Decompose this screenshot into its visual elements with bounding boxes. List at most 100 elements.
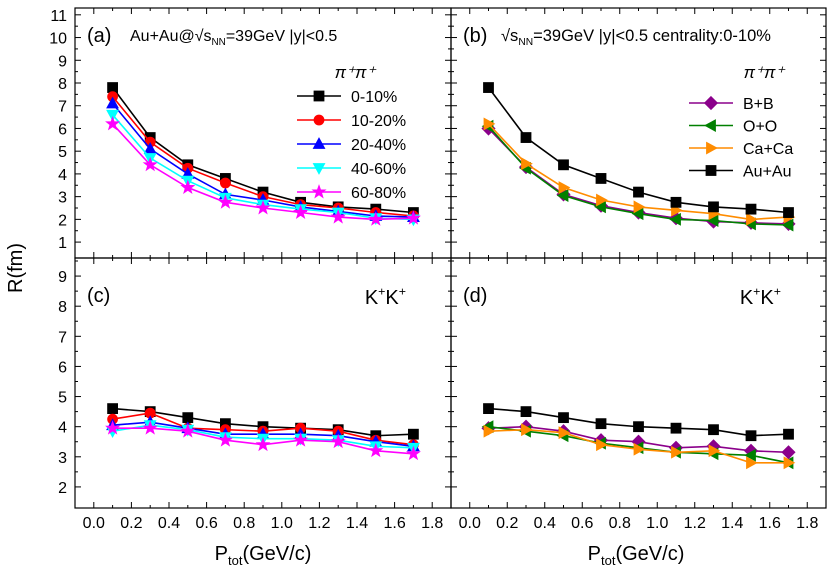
legend-swatch-marker <box>706 141 718 155</box>
data-point <box>745 203 757 215</box>
legend-item: Au+Au <box>689 164 791 181</box>
data-point <box>520 406 532 418</box>
data-point <box>783 428 794 440</box>
particle-label: K+K+ <box>740 285 781 309</box>
x-tick-label: 1.4 <box>346 515 368 532</box>
data-point <box>483 403 494 415</box>
data-point <box>105 116 121 131</box>
data-point <box>708 201 719 213</box>
y-tick-label: 8 <box>58 76 67 93</box>
series-60-80% <box>105 420 421 461</box>
data-point <box>708 424 719 436</box>
x-tick-label: 0.6 <box>571 515 593 532</box>
panel-c: 0.0 0.2 0.4 0.6 0.8 1.0 1.2 1.4 1.6 1.8 2 3 4 5 6 7 8 9 (c… <box>58 257 452 532</box>
legend-swatch-marker <box>311 184 327 199</box>
y-tick-label: 2 <box>58 480 67 497</box>
data-point <box>330 209 346 224</box>
data-point <box>746 456 758 470</box>
data-point <box>596 438 608 452</box>
data-point <box>671 445 683 459</box>
data-point <box>521 157 533 171</box>
data-point <box>405 445 421 461</box>
panel-title: √sNN=39GeV |y|<0.5 centrality:0-10% <box>501 27 771 48</box>
x-tick-label: 0.8 <box>609 515 631 532</box>
x-tick-label: 0.2 <box>120 515 142 532</box>
data-point <box>368 211 384 226</box>
y-tick-label: 6 <box>58 121 67 138</box>
y-tick-label: 5 <box>58 144 67 161</box>
data-point <box>595 173 607 184</box>
legend-swatch-marker <box>703 95 719 111</box>
legend-item: 60-80% <box>297 184 406 202</box>
data-point <box>520 132 532 143</box>
legend-item: 20-40% <box>297 137 406 154</box>
y-tick-label: 10 <box>49 31 67 48</box>
data-point <box>217 432 233 447</box>
legend: π⁺π⁺ 0-10% 10-20% 20-40% 40-60% 60-80% <box>297 63 406 202</box>
x-tick-label: 0.2 <box>496 515 518 532</box>
legend-label: Au+Au <box>743 164 791 181</box>
data-point <box>407 428 419 440</box>
panel-d: 0.0 0.2 0.4 0.6 0.8 1.0 1.2 1.4 1.6 1.8 (d) K+K+ <box>450 257 827 532</box>
data-point <box>142 156 158 172</box>
data-point <box>556 189 569 202</box>
legend: π⁺π⁺ B+B O+O Ca+Ca Au+Au <box>689 63 793 181</box>
panel-a: 1 2 3 4 5 6 7 8 9 10 11 (a) Au+Au@√sNN=39GeV |y|<0.5… <box>49 7 452 259</box>
data-point <box>107 82 118 93</box>
data-point <box>558 181 571 194</box>
data-point <box>633 442 646 456</box>
data-point <box>107 403 118 415</box>
y-tick-label: 2 <box>58 212 67 229</box>
x-tick-label: 0.4 <box>534 515 556 532</box>
legend-item: 40-60% <box>297 161 406 178</box>
y-tick-label: 5 <box>58 390 67 407</box>
data-point <box>255 200 271 215</box>
x-tick-label: 1.2 <box>684 515 706 532</box>
data-point <box>105 420 121 435</box>
y-tick-label: 7 <box>58 329 67 346</box>
legend-item: O+O <box>689 119 777 136</box>
data-point <box>633 421 644 433</box>
x-tick-label: 0.8 <box>233 515 255 532</box>
legend-swatch-marker <box>704 119 716 132</box>
x-tick-label: 0.0 <box>459 515 481 532</box>
x-tick-label: 0.4 <box>158 515 180 532</box>
data-point <box>483 424 496 438</box>
data-point <box>596 193 608 207</box>
data-point <box>330 433 346 449</box>
data-point <box>558 426 571 440</box>
data-point <box>293 204 309 219</box>
x-tick-label: 1.6 <box>759 515 781 532</box>
x-axis-label-left: Ptot(GeV/c) <box>215 543 312 568</box>
data-point <box>106 96 119 109</box>
data-point <box>219 177 231 189</box>
data-point <box>633 186 644 198</box>
y-tick-label: 4 <box>58 167 67 184</box>
legend-label: Ca+Ca <box>743 141 793 158</box>
data-point <box>633 200 646 214</box>
legend-swatch-marker <box>705 165 717 176</box>
legend-label: 40-60% <box>351 161 406 178</box>
x-tick-label: 0.0 <box>83 515 105 532</box>
x-axis-label-right: Ptot(GeV/c) <box>588 543 685 568</box>
data-point <box>708 444 721 458</box>
data-point <box>781 218 794 232</box>
legend-label: 60-80% <box>351 185 406 202</box>
y-tick-label: 8 <box>58 299 67 316</box>
data-point <box>670 196 682 208</box>
data-point <box>405 210 421 225</box>
data-point <box>368 442 384 458</box>
y-tick-label: 1 <box>58 235 67 252</box>
data-point <box>558 412 569 424</box>
panel-label: (a) <box>87 25 111 47</box>
data-point <box>783 456 796 470</box>
legend-label: 10-20% <box>351 113 406 130</box>
x-tick-label: 1.6 <box>383 515 405 532</box>
x-tick-label: 1.8 <box>421 515 443 532</box>
series-60-80% <box>105 116 421 226</box>
panel-b: (b) √sNN=39GeV |y|<0.5 centrality:0-10% π⁺… <box>450 7 827 259</box>
data-point <box>180 423 196 438</box>
data-point <box>744 448 756 462</box>
panel-title: Au+Au@√sNN=39GeV |y|<0.5 <box>130 28 337 48</box>
